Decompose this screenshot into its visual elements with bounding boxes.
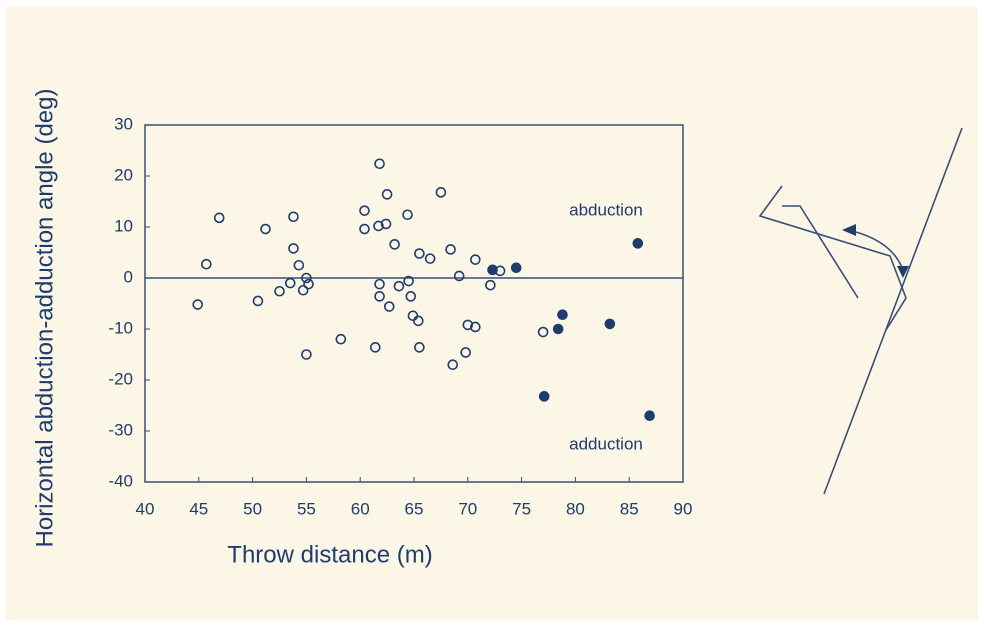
- point: [274, 285, 285, 297]
- point: [632, 238, 644, 249]
- x-tick-label: 40: [136, 499, 155, 518]
- x-axis-label: Throw distance (m): [227, 541, 432, 568]
- x-tick-label: 50: [243, 499, 262, 518]
- point: [301, 272, 312, 284]
- point: [192, 299, 204, 310]
- x-tick-label: 65: [405, 499, 424, 518]
- y-tick-label: -10: [108, 318, 133, 337]
- point: [373, 220, 384, 232]
- point: [424, 253, 436, 264]
- point: [213, 212, 225, 224]
- y-tick-label: 20: [114, 165, 133, 184]
- point: [460, 347, 471, 358]
- point: [462, 319, 474, 331]
- x-tick-label: 90: [674, 499, 693, 518]
- point: [470, 254, 481, 265]
- point: [435, 187, 447, 198]
- y-tick-label: -20: [108, 369, 133, 388]
- point: [383, 301, 395, 312]
- point: [485, 279, 496, 291]
- x-tick-label: 85: [620, 499, 639, 518]
- y-tick-label: 10: [114, 216, 133, 235]
- point: [537, 326, 549, 338]
- y-axis-label: Horizontal abduction-adduction angle (de…: [31, 89, 58, 548]
- point: [252, 295, 264, 307]
- point: [288, 243, 299, 254]
- annotation: abduction: [569, 200, 643, 219]
- point: [374, 291, 385, 302]
- point: [447, 359, 459, 371]
- point: [369, 342, 381, 353]
- point: [374, 278, 385, 290]
- y-tick-label: 30: [114, 114, 133, 133]
- point: [552, 323, 564, 335]
- point: [381, 189, 393, 200]
- point: [557, 309, 568, 321]
- point: [644, 410, 655, 422]
- background: [6, 6, 978, 620]
- point: [413, 315, 424, 327]
- point: [303, 278, 314, 290]
- x-tick-label: 80: [566, 499, 585, 518]
- point: [393, 280, 405, 292]
- point: [359, 223, 370, 235]
- point: [402, 209, 413, 221]
- point: [288, 211, 299, 223]
- point: [201, 258, 212, 270]
- point: [538, 391, 550, 402]
- point: [374, 158, 385, 170]
- annotation: adduction: [569, 434, 643, 453]
- point: [297, 284, 309, 296]
- point: [510, 262, 522, 274]
- x-tick-label: 60: [351, 499, 370, 518]
- point: [260, 223, 271, 235]
- y-tick-label: 0: [124, 267, 133, 286]
- point: [359, 205, 370, 216]
- point: [389, 239, 400, 250]
- point: [604, 318, 616, 330]
- point: [445, 244, 456, 255]
- point: [284, 277, 296, 289]
- point: [453, 270, 465, 282]
- y-tick-label: -40: [108, 471, 133, 490]
- point: [470, 321, 481, 333]
- point: [487, 264, 498, 276]
- x-tick-label: 75: [512, 499, 531, 518]
- x-tick-label: 45: [189, 499, 208, 518]
- point: [403, 275, 414, 287]
- point: [405, 291, 417, 302]
- x-tick-label: 70: [458, 499, 477, 518]
- x-tick-label: 55: [297, 499, 316, 518]
- arm-diagram: [758, 127, 963, 495]
- point: [301, 349, 312, 360]
- point: [293, 259, 305, 271]
- point: [414, 248, 425, 259]
- y-tick-label: -30: [108, 420, 133, 439]
- point: [380, 218, 392, 230]
- point: [335, 333, 347, 345]
- point: [414, 342, 425, 353]
